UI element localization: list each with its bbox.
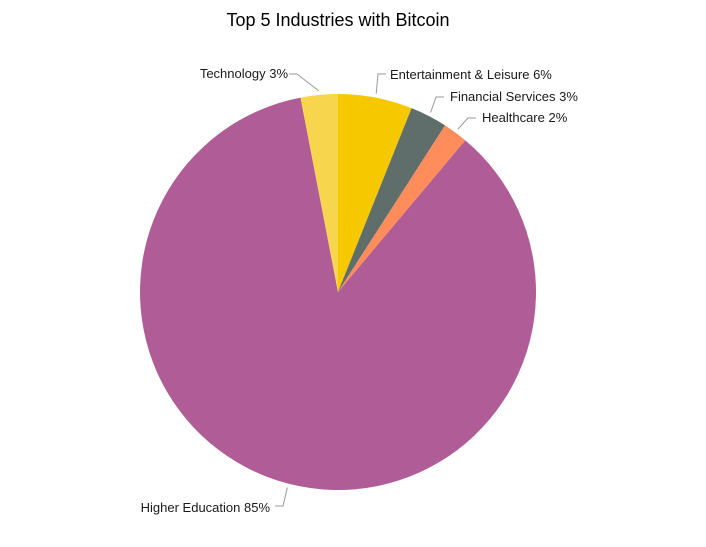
slice-label-entertainment-and-leisure: Entertainment & Leisure 6% [390,67,552,82]
pie-slice-technology [300,94,338,292]
slice-label-technology: Technology 3% [200,66,289,81]
chart-title: Top 5 Industries with Bitcoin [226,10,449,30]
pie-slice-healthcare [338,125,466,293]
pie-slice-higher-education [140,97,537,491]
slice-labels: Entertainment & Leisure 6% Financial Serv… [141,66,579,515]
slice-label-financial-services: Financial Services 3% [450,89,578,104]
leader-line-healthcare [457,117,476,130]
leader-line-financial-services [430,96,444,113]
pie-slice-entertainment-and-leisure [338,94,412,292]
pie-slice-financial-services [338,108,446,293]
leader-line-technology [289,73,320,92]
slice-label-healthcare: Healthcare 2% [482,110,568,125]
leader-line-entertainment-and-leisure [375,73,386,94]
slice-label-higher-education: Higher Education 85% [141,500,271,515]
pie-slices [140,94,537,491]
leader-lines [275,73,476,507]
leader-line-higher-education [275,487,288,507]
